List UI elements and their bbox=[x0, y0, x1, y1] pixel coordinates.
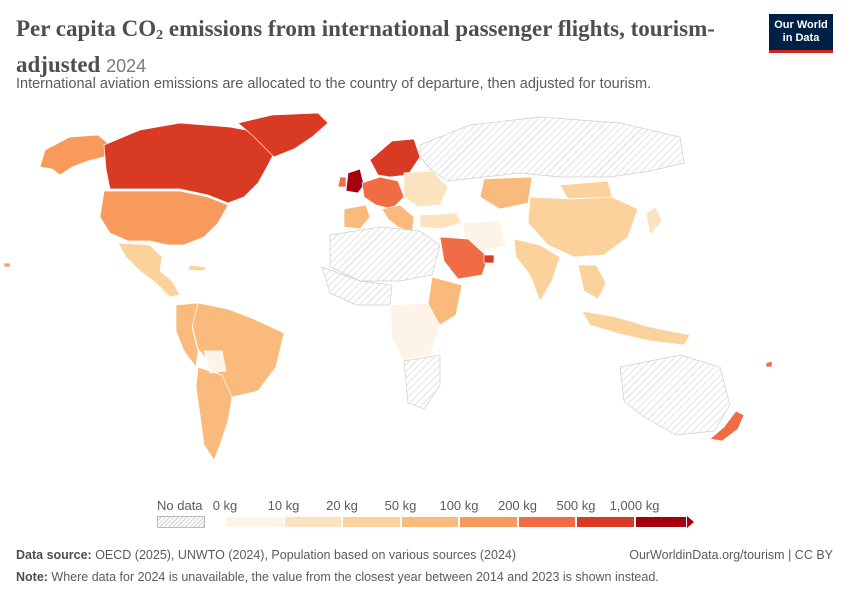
country-hawaii[interactable] bbox=[3, 262, 11, 268]
country-saudi[interactable] bbox=[439, 236, 489, 280]
country-new-zealand[interactable] bbox=[709, 410, 745, 442]
legend-tick-label: 500 kg bbox=[556, 498, 596, 513]
legend-tick-label: 0 kg bbox=[212, 498, 238, 513]
legend-tick-label: 50 kg bbox=[384, 498, 417, 513]
footer-source: Data source: OECD (2025), UNWTO (2024), … bbox=[16, 548, 517, 562]
legend-color-bin bbox=[517, 516, 576, 528]
legend-no-data-label: No data bbox=[157, 498, 203, 513]
legend-color-bin bbox=[400, 516, 459, 528]
country-ireland[interactable] bbox=[337, 176, 347, 188]
country-argentina[interactable] bbox=[195, 366, 233, 461]
country-bolivia[interactable] bbox=[203, 350, 227, 374]
country-turkey[interactable] bbox=[419, 212, 463, 230]
country-india[interactable] bbox=[513, 238, 561, 302]
legend-tick-label: 10 kg bbox=[267, 498, 300, 513]
title-year: 2024 bbox=[106, 56, 147, 76]
country-west-europe[interactable] bbox=[361, 176, 405, 210]
country-indonesia[interactable] bbox=[581, 310, 691, 346]
country-caribbean[interactable] bbox=[187, 264, 207, 272]
country-uae[interactable] bbox=[483, 254, 495, 264]
legend-color-bin bbox=[634, 516, 687, 528]
country-andes[interactable] bbox=[175, 302, 199, 368]
legend-color-bin bbox=[225, 516, 284, 528]
legend-tick-label: 100 kg bbox=[439, 498, 479, 513]
country-brazil[interactable] bbox=[191, 302, 285, 398]
chart-subtitle: International aviation emissions are all… bbox=[16, 76, 652, 92]
country-scandinavia[interactable] bbox=[369, 138, 421, 178]
owid-logo[interactable]: Our World in Data bbox=[769, 14, 833, 53]
country-mexico[interactable] bbox=[117, 242, 181, 298]
map-legend: No data 0 kg 10 kg 20 kg 50 kg 100 kg 200 kg 5… bbox=[150, 498, 710, 538]
country-australia[interactable] bbox=[619, 354, 731, 436]
footer-credit[interactable]: OurWorldinData.org/tourism | CC BY bbox=[629, 548, 833, 562]
legend-no-data-swatch bbox=[157, 516, 205, 528]
legend-color-bin bbox=[283, 516, 342, 528]
country-kazakhstan[interactable] bbox=[479, 176, 533, 210]
legend-color-bin bbox=[459, 516, 518, 528]
country-uk[interactable] bbox=[345, 168, 365, 194]
legend-tick-label: 200 kg bbox=[497, 498, 538, 513]
country-alaska[interactable] bbox=[39, 134, 111, 176]
legend-color-bin bbox=[576, 516, 635, 528]
legend-tick-label: 1,000 kg bbox=[609, 498, 660, 513]
country-se-asia[interactable] bbox=[577, 264, 607, 300]
country-china[interactable] bbox=[527, 196, 639, 258]
country-north-africa[interactable] bbox=[329, 226, 441, 282]
country-east-africa[interactable] bbox=[427, 276, 463, 326]
world-map[interactable] bbox=[0, 105, 850, 490]
country-central-africa[interactable] bbox=[389, 302, 441, 362]
chart-title: Per capita CO2 emissions from internatio… bbox=[16, 16, 715, 77]
country-greenland[interactable] bbox=[237, 112, 329, 158]
legend-tick-label: 20 kg bbox=[326, 498, 358, 513]
country-usa[interactable] bbox=[99, 190, 229, 246]
legend-color-bin bbox=[342, 516, 401, 528]
country-fiji[interactable] bbox=[765, 360, 773, 368]
country-canada[interactable] bbox=[103, 122, 279, 204]
country-mongolia[interactable] bbox=[559, 180, 613, 200]
country-iberia[interactable] bbox=[343, 204, 371, 230]
country-russia[interactable] bbox=[419, 116, 685, 182]
country-southern-africa[interactable] bbox=[403, 354, 441, 410]
country-japan[interactable] bbox=[645, 206, 663, 236]
footer-note: Note: Where data for 2024 is unavailable… bbox=[16, 570, 659, 584]
legend-arrow bbox=[687, 516, 694, 528]
